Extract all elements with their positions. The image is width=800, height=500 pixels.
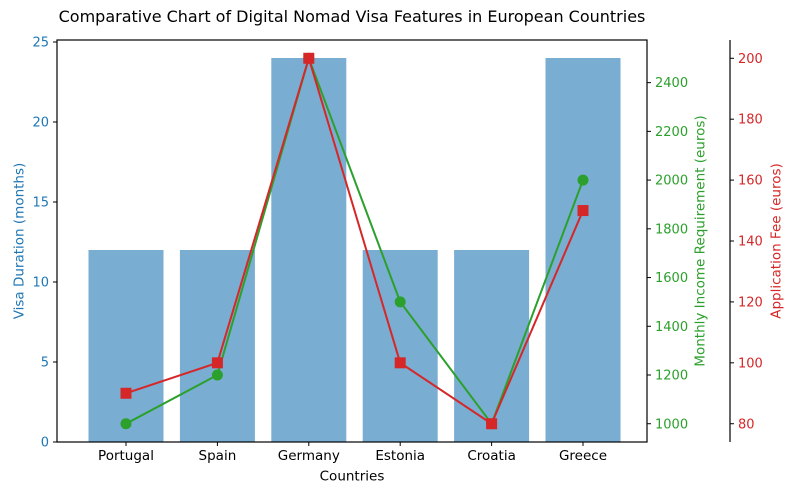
income-marker-greece (577, 174, 589, 186)
bar-portugal (88, 250, 164, 442)
fee-axis-tick-label: 100 (738, 356, 763, 371)
bar-germany (271, 58, 347, 442)
y-axis-fee-label: Application Fee (euros) (768, 163, 785, 319)
duration-axis-tick-label: 10 (32, 276, 49, 291)
fee-marker-portugal (120, 387, 132, 399)
duration-axis-tick-label: 20 (32, 116, 49, 131)
fee-axis-tick-label: 180 (738, 113, 763, 128)
x-tick-label-estonia: Estonia (375, 448, 425, 464)
fee-line (125, 54, 584, 426)
fee-axis-tick-label: 200 (738, 52, 763, 67)
income-marker-portugal (120, 418, 132, 430)
duration-axis-tick-label: 0 (41, 436, 49, 451)
income-axis-tick-label: 2400 (655, 76, 688, 91)
income-marker-estonia (394, 296, 406, 308)
x-tick-label-greece: Greece (559, 448, 607, 464)
fee-marker-greece (577, 205, 589, 217)
duration-axis-tick-label: 15 (32, 196, 49, 211)
duration-axis-tick-label: 25 (32, 36, 49, 51)
income-axis-tick-label: 2000 (655, 174, 688, 189)
income-axis-tick-label: 1000 (655, 417, 688, 432)
fee-marker-croatia (486, 418, 498, 430)
income-marker-spain (211, 369, 223, 381)
fee-marker-germany (303, 52, 315, 64)
duration-axis-tick-label: 5 (41, 356, 49, 371)
x-tick-label-portugal: Portugal (98, 448, 154, 464)
fee-marker-estonia (394, 357, 406, 369)
x-tick-label-germany: Germany (278, 448, 340, 464)
income-axis-tick-label: 1600 (655, 271, 688, 286)
income-axis-tick-label: 1400 (655, 320, 688, 335)
fee-axis-tick-label: 160 (738, 174, 763, 189)
plot-border (56, 39, 648, 443)
bar-croatia (454, 250, 530, 442)
y-axis-duration-label: Visa Duration (months) (11, 162, 28, 320)
fee-axis-tick-label: 120 (738, 295, 763, 310)
fee-axis-tick-label: 80 (738, 417, 755, 432)
bar-greece (545, 58, 621, 442)
income-axis-tick-label: 1200 (655, 369, 688, 384)
income-axis-tick-label: 2200 (655, 125, 688, 140)
income-line (125, 55, 584, 426)
x-axis-label: Countries (319, 468, 385, 485)
fee-marker-spain (211, 357, 223, 369)
income-axis-tick-label: 1800 (655, 222, 688, 237)
fee-axis-tick-label: 140 (738, 235, 763, 250)
x-tick-label-croatia: Croatia (467, 448, 516, 464)
chart-title: Comparative Chart of Digital Nomad Visa … (58, 7, 646, 26)
y-axis-income-label: Monthly Income Requirement (euros) (692, 115, 709, 367)
x-tick-label-spain: Spain (199, 448, 237, 464)
